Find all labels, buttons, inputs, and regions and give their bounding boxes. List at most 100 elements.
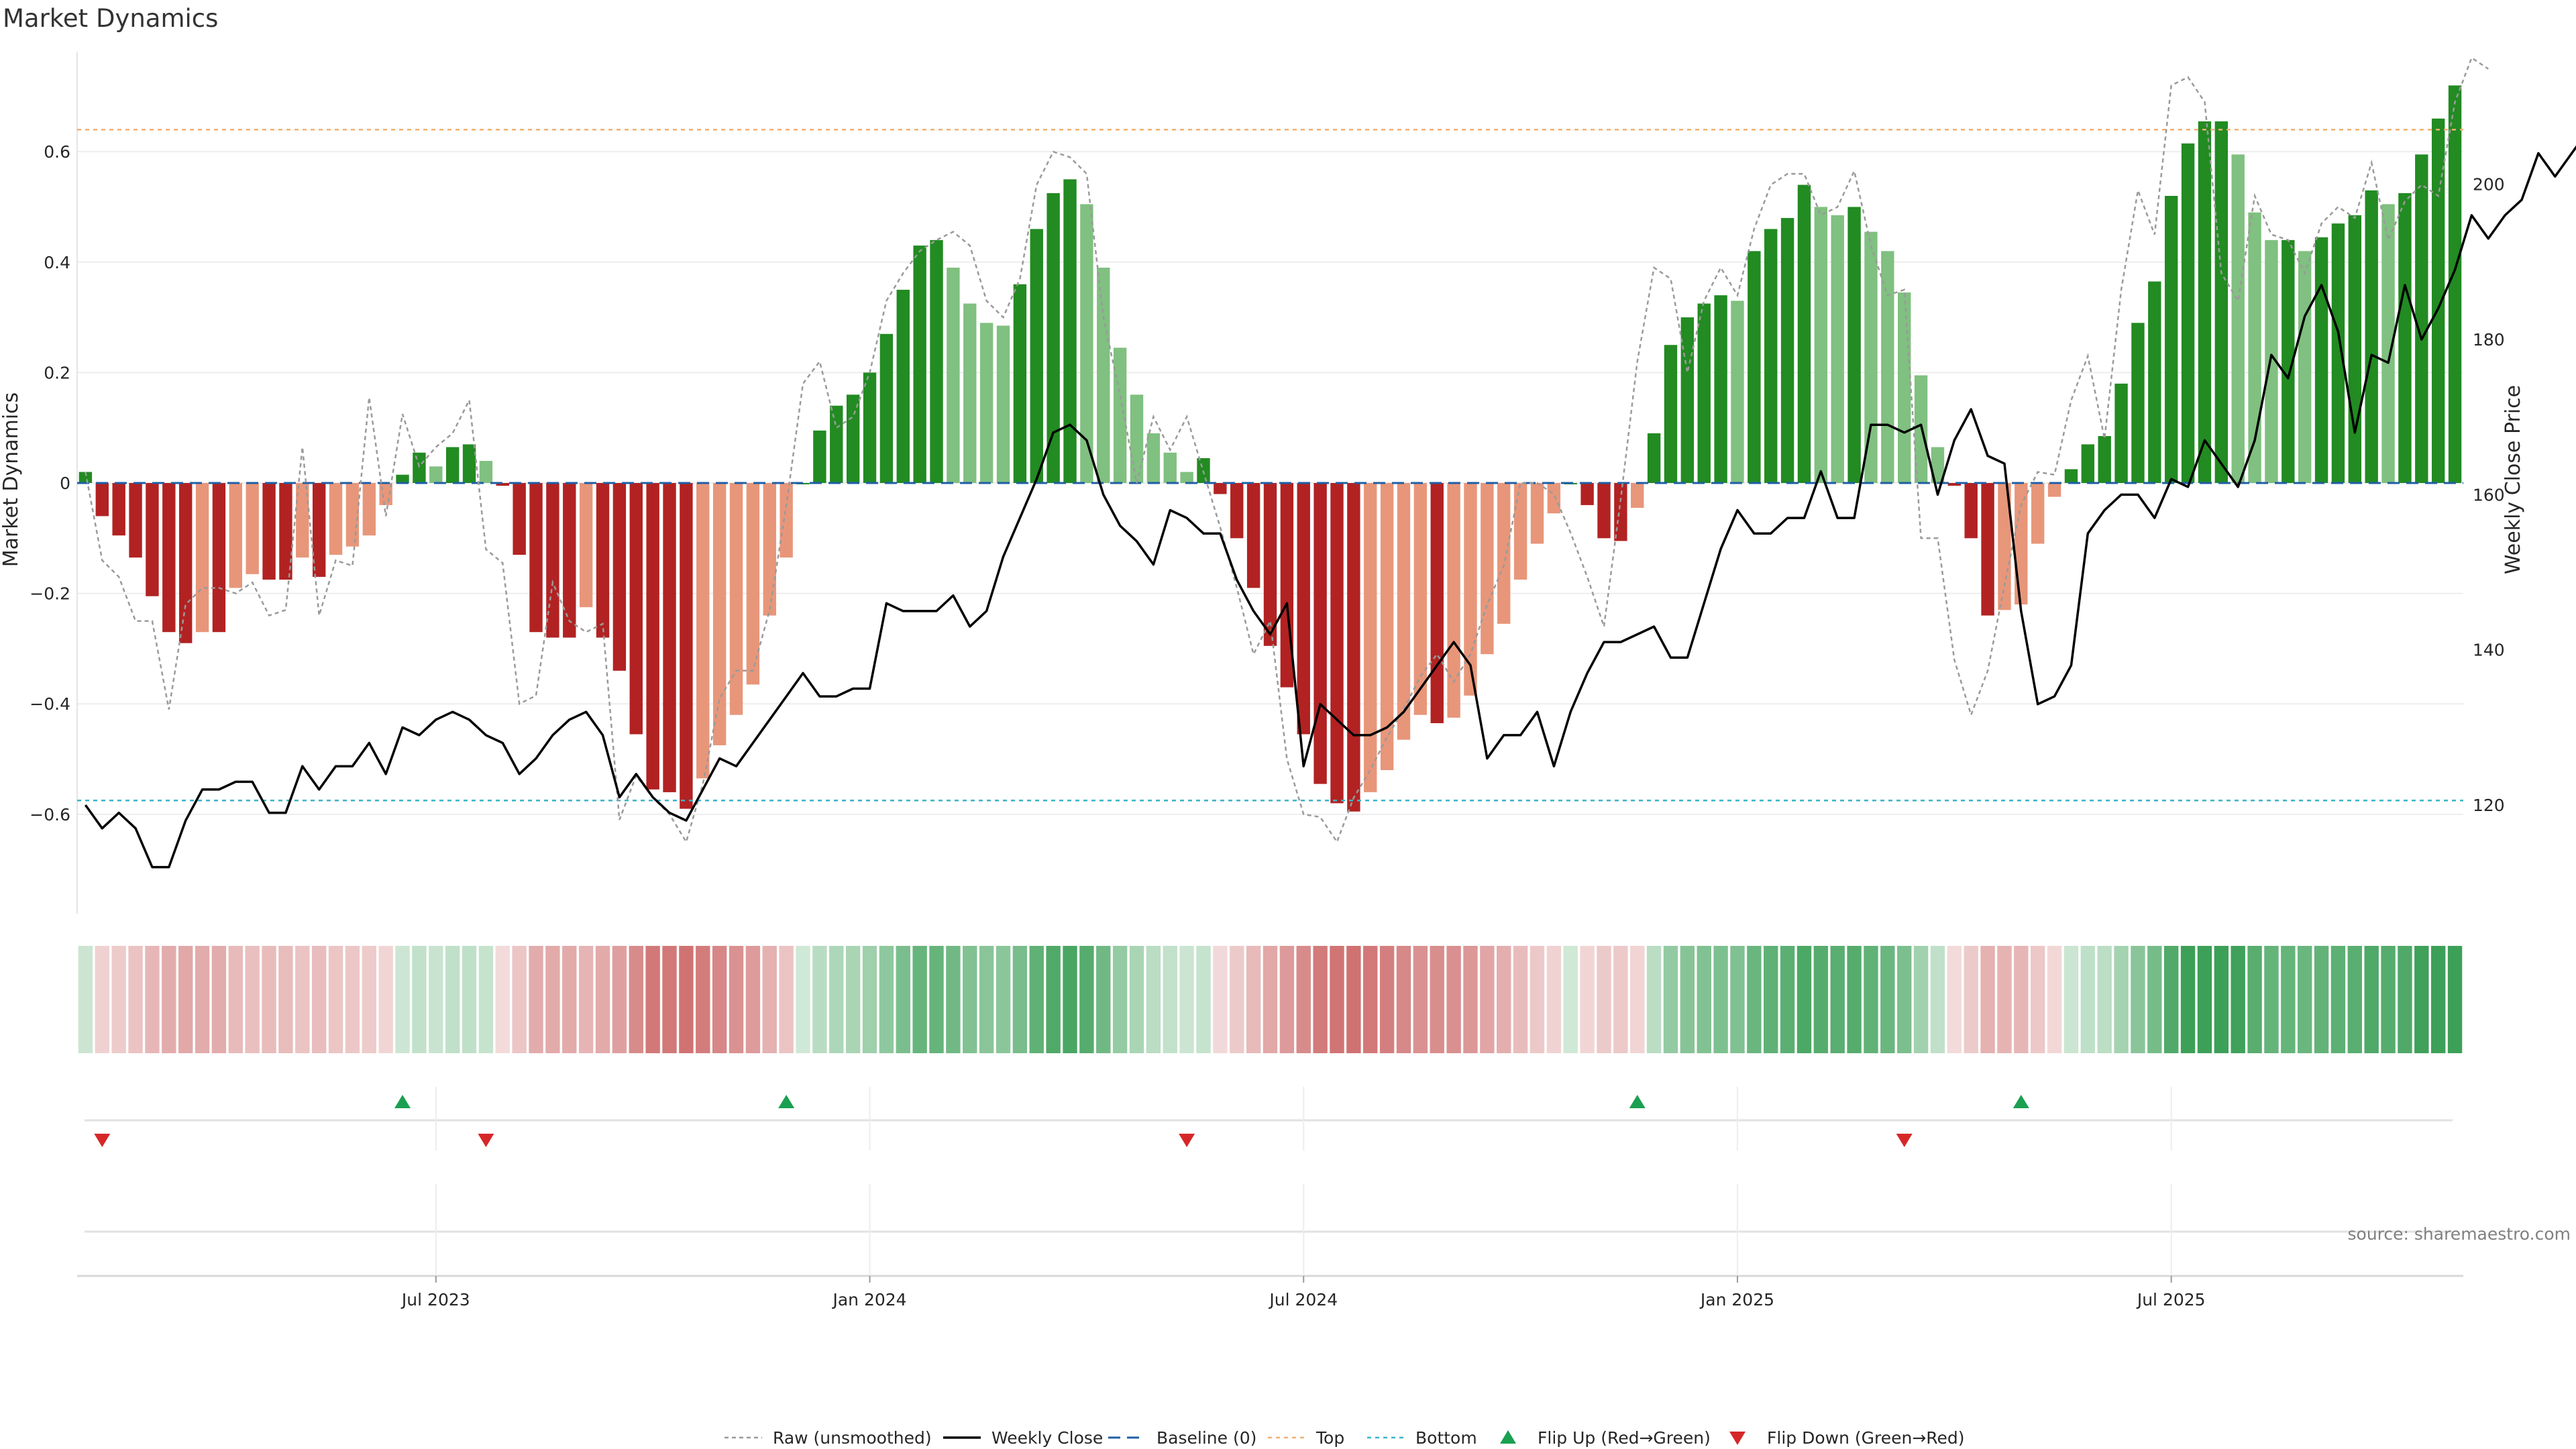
dynamics-bar xyxy=(579,483,593,608)
left-y-tick-label: −0.4 xyxy=(30,694,70,714)
heat-cell xyxy=(2247,946,2262,1053)
heat-cell xyxy=(1897,946,1912,1053)
dynamics-bar xyxy=(78,472,93,483)
dynamics-bar xyxy=(1764,229,1778,483)
dynamics-bar xyxy=(296,483,309,558)
dynamics-bar xyxy=(362,483,376,536)
heat-cell xyxy=(1813,946,1829,1053)
heat-cell xyxy=(1313,946,1328,1053)
dynamics-bar xyxy=(746,483,760,685)
heat-cell xyxy=(2298,946,2312,1053)
dynamics-bar xyxy=(1964,483,1978,539)
heat-cell xyxy=(1463,946,1478,1053)
weekly-close-line xyxy=(84,145,2576,869)
dynamics-bar xyxy=(279,483,292,580)
heat-cell xyxy=(2231,946,2245,1053)
heat-cell xyxy=(1079,946,1094,1053)
heat-cell xyxy=(845,946,861,1053)
flip-up-marker xyxy=(2012,1095,2029,1108)
heat-cell xyxy=(1263,946,1278,1053)
right-y-axis-label: Weekly Close Price xyxy=(2502,385,2525,574)
heat-cell xyxy=(395,946,410,1053)
heat-cell xyxy=(1580,946,1595,1053)
left-y-tick-label: −0.2 xyxy=(30,584,70,604)
dynamics-bar xyxy=(1797,184,1811,483)
heat-cell xyxy=(1997,946,2012,1053)
dynamics-bar xyxy=(2047,483,2061,497)
dynamics-bar xyxy=(212,483,226,633)
heat-cell xyxy=(1129,946,1144,1053)
heat-cell xyxy=(1680,946,1695,1053)
dynamics-bar xyxy=(1263,483,1277,646)
dynamics-bar xyxy=(612,483,627,671)
dynamics-bar xyxy=(846,394,860,483)
heat-cell xyxy=(311,946,327,1053)
flip-down-marker xyxy=(94,1134,111,1147)
dynamics-bar xyxy=(2448,85,2462,483)
dynamics-bar xyxy=(1614,483,1627,541)
dynamics-bar xyxy=(1397,483,1411,740)
heat-cell xyxy=(1697,946,1711,1053)
heat-cell xyxy=(779,946,794,1053)
heat-cell xyxy=(429,946,443,1053)
x-tick-label: Jan 2024 xyxy=(831,1290,906,1309)
heat-cell xyxy=(1913,946,1929,1053)
flip-up-marker xyxy=(394,1095,411,1108)
heat-cell xyxy=(1029,946,1044,1053)
heat-cell xyxy=(829,946,844,1053)
heat-cell xyxy=(345,946,360,1053)
heat-cell xyxy=(1646,946,1662,1053)
dynamics-bar xyxy=(429,466,443,483)
dynamics-bar xyxy=(1481,483,1494,655)
left-y-axis: −0.6 −0.4 −0.2 0 0.2 0.4 0.6 xyxy=(30,142,70,824)
dynamics-bar xyxy=(312,483,326,577)
dynamics-bar xyxy=(712,483,727,745)
dynamics-bar xyxy=(1430,483,1444,724)
dynamics-bar xyxy=(95,483,109,517)
dynamics-bar xyxy=(1814,207,1828,483)
x-axis: Jul 2023 Jan 2024 Jul 2024 Jan 2025 Jul 2025 xyxy=(77,1275,2463,1309)
heat-cell xyxy=(295,946,310,1053)
dynamics-bar xyxy=(2348,215,2362,483)
dynamics-bar xyxy=(246,483,259,574)
heat-cell xyxy=(979,946,994,1053)
heat-cell xyxy=(1764,946,1778,1053)
dynamics-bar xyxy=(796,483,810,484)
heat-cell xyxy=(896,946,910,1053)
heat-cell xyxy=(1663,946,1678,1053)
heat-cell xyxy=(929,946,944,1053)
heat-cell xyxy=(1146,946,1161,1053)
dynamics-bar xyxy=(413,452,426,483)
heat-cell xyxy=(1246,946,1261,1053)
heat-cell xyxy=(1279,946,1295,1053)
dynamics-bar xyxy=(2415,154,2428,483)
dynamics-bar xyxy=(629,483,643,735)
heat-cell xyxy=(1296,946,1311,1053)
heat-cell xyxy=(1363,946,1378,1053)
heat-cell xyxy=(2147,946,2162,1053)
x-tick-label: Jul 2024 xyxy=(1268,1290,1338,1309)
dynamics-bar xyxy=(1831,215,1844,483)
dynamics-bar xyxy=(830,405,843,483)
left-y-tick-label: 0.4 xyxy=(44,253,70,272)
heat-cell xyxy=(78,946,93,1053)
heat-cell xyxy=(278,946,293,1053)
flip-down-marker xyxy=(1896,1134,1913,1147)
dynamics-bar xyxy=(913,246,926,483)
dynamics-bar xyxy=(1530,483,1544,544)
heat-cell xyxy=(662,946,677,1053)
dynamics-bar xyxy=(780,483,793,558)
dynamics-bar xyxy=(763,483,776,616)
dynamics-bar xyxy=(1931,447,1945,483)
heat-cell xyxy=(1012,946,1028,1053)
heat-cell xyxy=(2330,946,2346,1053)
dynamics-bar xyxy=(1947,483,1962,486)
legend-label: Baseline (0) xyxy=(1157,1428,1256,1448)
dynamics-bar xyxy=(1163,452,1177,483)
dynamics-bar xyxy=(1097,268,1110,483)
left-y-tick-label: 0 xyxy=(60,474,70,493)
dynamics-bar xyxy=(146,483,159,596)
dynamics-bar xyxy=(1063,179,1077,483)
heat-cell xyxy=(1747,946,1762,1053)
legend-label: Top xyxy=(1316,1428,1344,1448)
